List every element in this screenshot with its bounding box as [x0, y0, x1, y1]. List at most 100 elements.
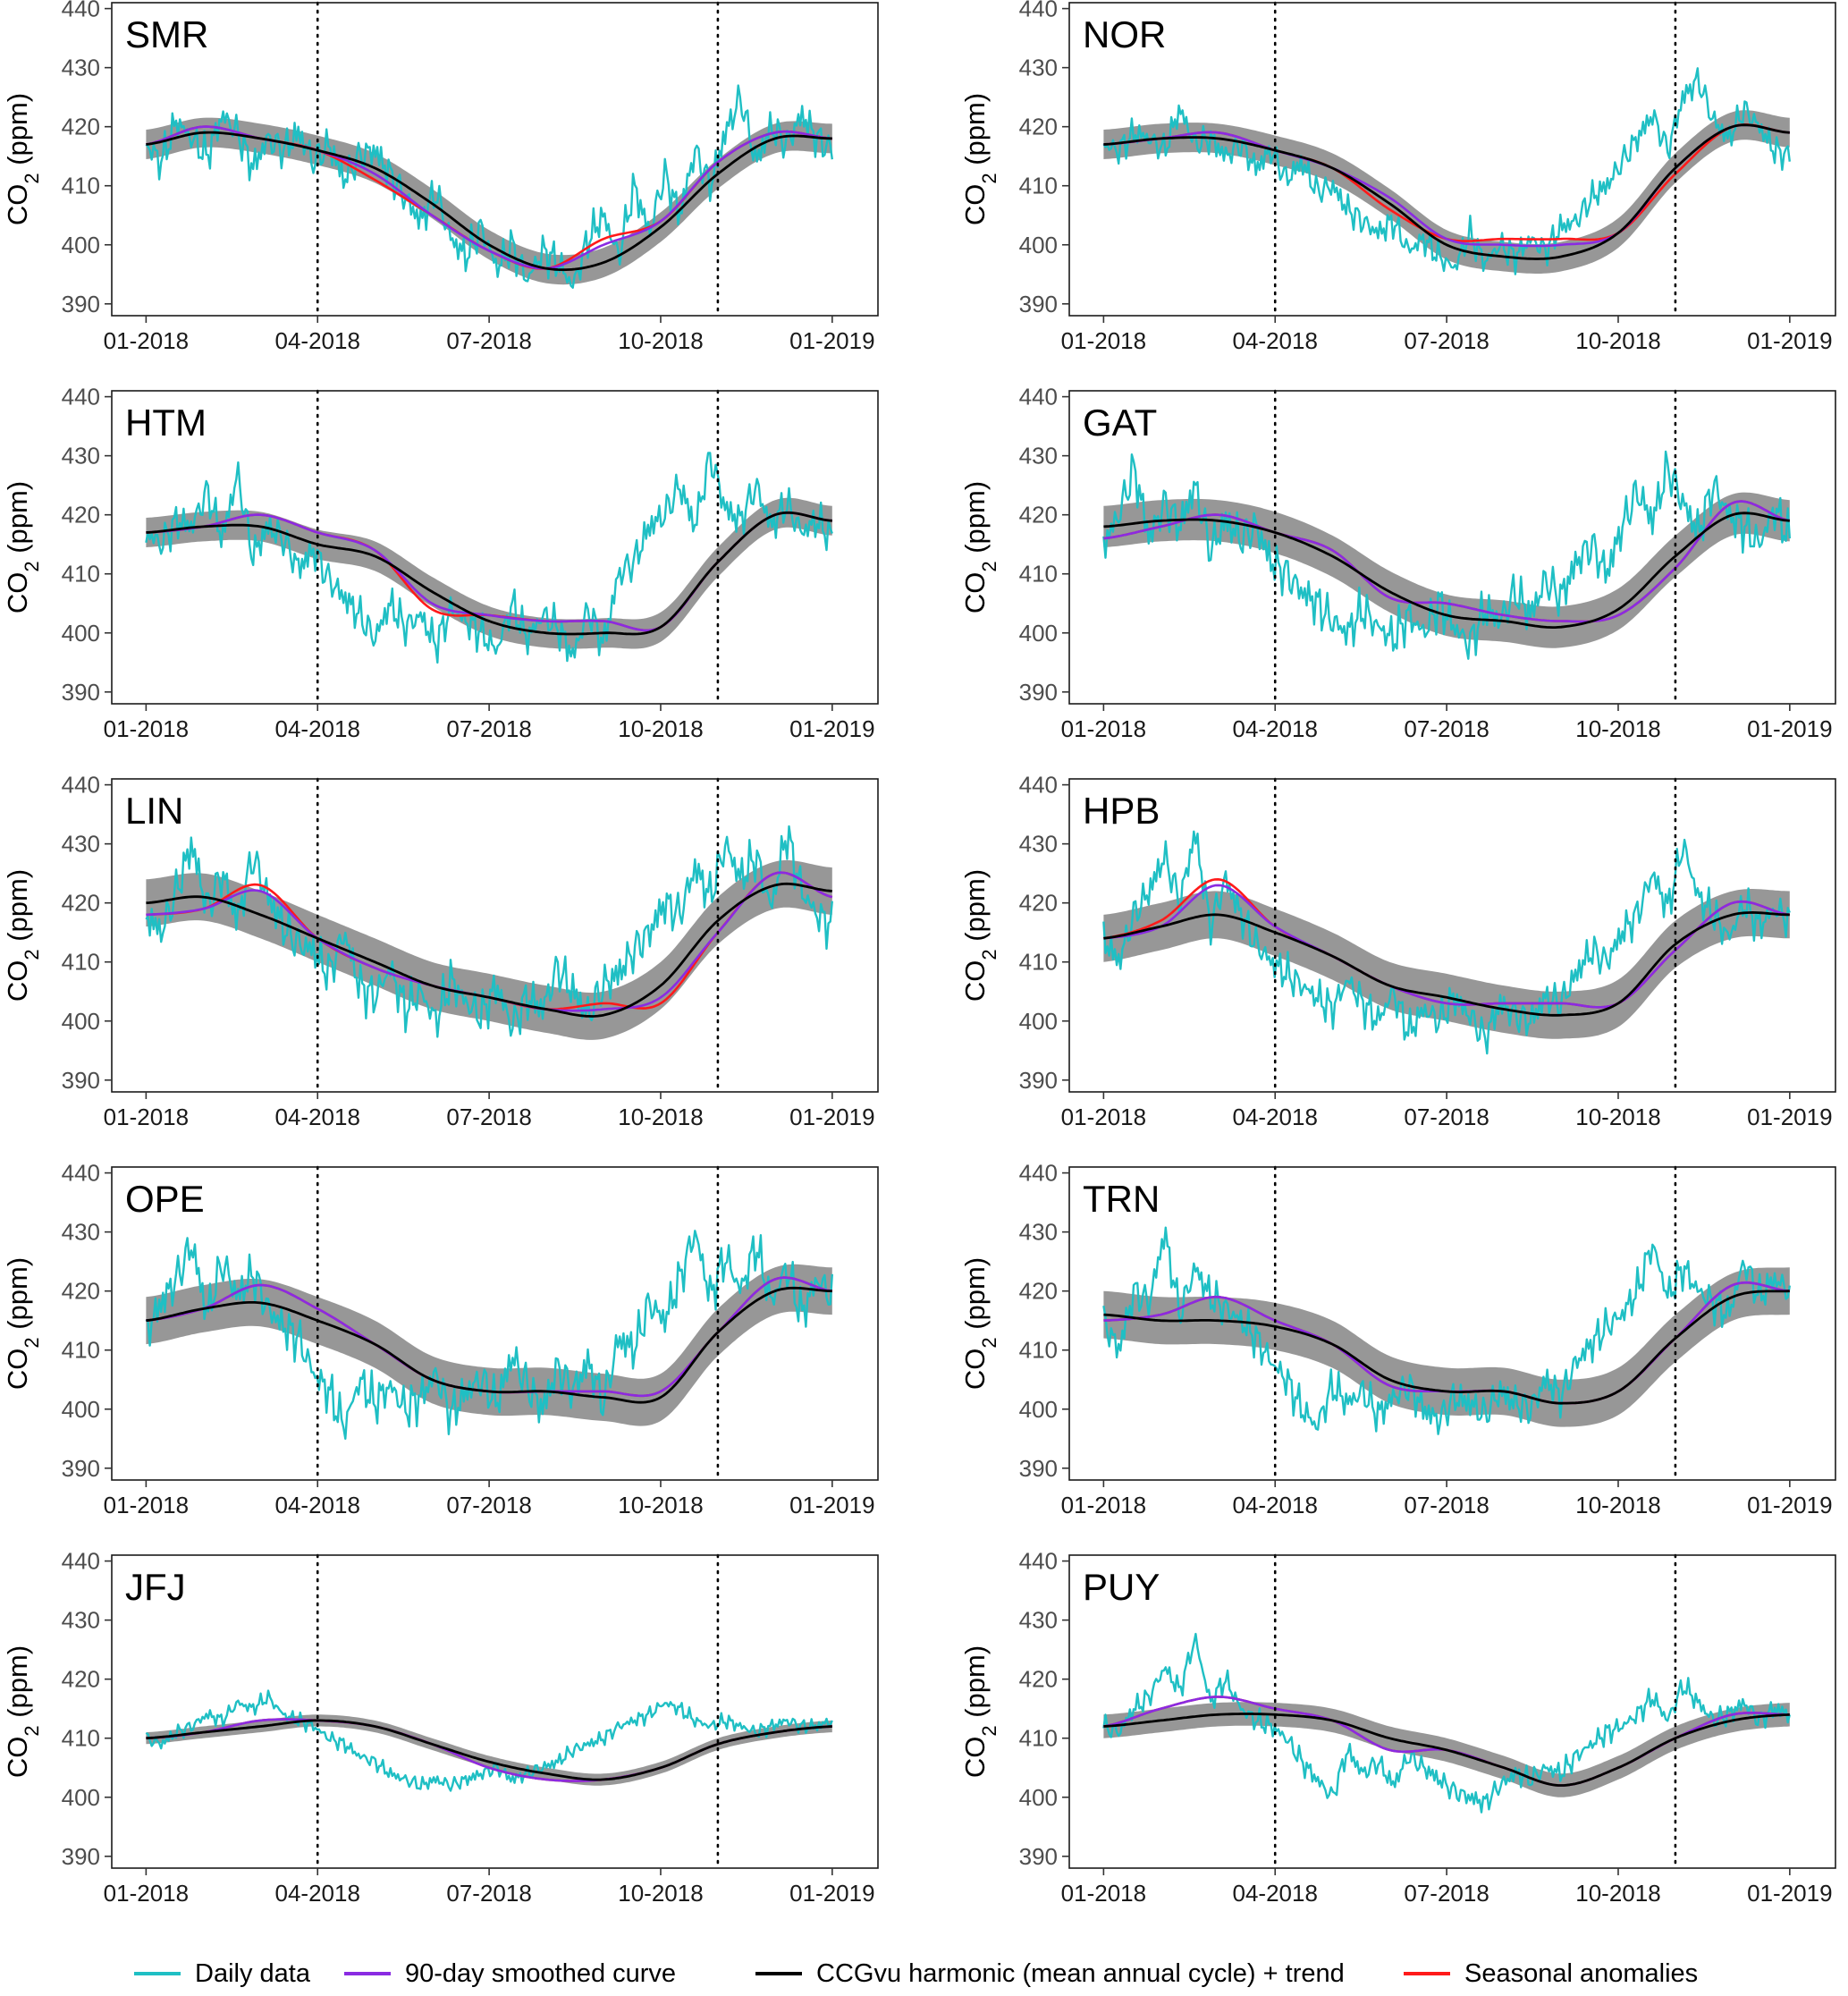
y-tick-label: 420	[1019, 890, 1058, 917]
legend-item-harmonic: CCGvu harmonic (mean annual cycle) + tre…	[755, 1954, 1345, 1993]
harmonic-trend-line	[1103, 1713, 1790, 1787]
station-label: OPE	[125, 1178, 205, 1220]
y-tick-label: 430	[1019, 443, 1058, 469]
y-tick-label: 420	[1019, 1278, 1058, 1305]
x-tick-label: 10-2018	[618, 1104, 703, 1130]
y-tick-label: 400	[62, 1008, 100, 1035]
x-tick-label: 04-2018	[275, 1880, 360, 1907]
uncertainty-band	[146, 1264, 832, 1426]
panel-puy: 390 400 410 420 430 440 01-2018 04-2018 07-2018 1…	[959, 1548, 1836, 1907]
y-axis-label: CO2 (ppm)	[2, 481, 43, 613]
x-tick-label: 01-2019	[789, 1880, 874, 1907]
x-tick-label: 10-2018	[1575, 715, 1660, 742]
harmonic-trend-line	[146, 882, 832, 1018]
y-tick-label: 430	[1019, 1607, 1058, 1634]
y-tick-label: 430	[1019, 55, 1058, 81]
plot-area	[145, 84, 833, 289]
plot-area	[145, 1689, 833, 1792]
y-axis-label: CO2 (ppm)	[2, 1257, 43, 1390]
y-tick-label: 390	[62, 291, 100, 317]
y-tick-label: 390	[1019, 1455, 1058, 1482]
legend-label: Daily data	[195, 1958, 310, 1988]
x-tick-label: 10-2018	[1575, 1880, 1660, 1907]
legend: Daily data 90-day smoothed curve CCGvu har…	[0, 1954, 1848, 1993]
x-tick-label: 01-2018	[1061, 1880, 1146, 1907]
x-tick-label: 07-2018	[1404, 715, 1489, 742]
y-tick-label: 400	[62, 232, 100, 258]
y-tick-label: 440	[62, 1160, 100, 1187]
x-tick-label: 07-2018	[446, 327, 531, 354]
y-tick-label: 410	[62, 949, 100, 976]
x-tick-label: 10-2018	[618, 1492, 703, 1518]
y-tick-label: 420	[1019, 114, 1058, 140]
y-tick-label: 390	[62, 1843, 100, 1870]
x-tick-label: 04-2018	[275, 1104, 360, 1130]
y-tick-label: 410	[1019, 561, 1058, 588]
x-tick-label: 01-2018	[104, 327, 189, 354]
y-tick-label: 390	[1019, 1067, 1058, 1094]
y-tick-label: 390	[62, 1067, 100, 1094]
y-tick-label: 430	[62, 831, 100, 858]
y-tick-label: 440	[62, 0, 100, 22]
x-tick-label: 01-2019	[1747, 1104, 1832, 1130]
y-tick-label: 420	[1019, 502, 1058, 529]
x-tick-label: 01-2018	[104, 1104, 189, 1130]
panel-frame	[1068, 778, 1836, 1093]
legend-label: 90-day smoothed curve	[405, 1958, 677, 1988]
station-label: HPB	[1083, 790, 1160, 832]
legend-label: CCGvu harmonic (mean annual cycle) + tre…	[816, 1958, 1345, 1988]
daily-data-line	[145, 1230, 833, 1441]
y-tick-label: 420	[62, 114, 100, 140]
panel-frame	[1068, 1554, 1836, 1869]
y-tick-label: 410	[62, 173, 100, 199]
station-label: GAT	[1083, 402, 1157, 444]
x-tick-label: 01-2018	[104, 1492, 189, 1518]
station-label: HTM	[125, 402, 207, 444]
panel-lin: 390 400 410 420 430 440 01-2018 04-2018 07-2018 1…	[2, 772, 879, 1130]
x-tick-label: 07-2018	[446, 1492, 531, 1518]
y-tick-label: 440	[62, 772, 100, 799]
y-tick-label: 390	[62, 679, 100, 706]
x-tick-label: 07-2018	[1404, 1492, 1489, 1518]
plot-area	[145, 452, 833, 664]
daily-data-line	[145, 452, 833, 664]
y-tick-label: 390	[1019, 291, 1058, 317]
y-tick-label: 400	[1019, 620, 1058, 647]
y-tick-label: 400	[1019, 1784, 1058, 1811]
x-tick-label: 04-2018	[1233, 327, 1318, 354]
y-axis-label: CO2 (ppm)	[959, 93, 1000, 225]
y-tick-label: 400	[62, 620, 100, 647]
plot-area	[1102, 450, 1791, 660]
plot-area	[1102, 1632, 1791, 1814]
panel-ope: 390 400 410 420 430 440 01-2018 04-2018 07-2018 1…	[2, 1160, 879, 1518]
y-axis-label: CO2 (ppm)	[2, 93, 43, 225]
y-tick-label: 410	[62, 561, 100, 588]
y-tick-label: 430	[62, 1607, 100, 1634]
legend-item-smoothed: 90-day smoothed curve	[344, 1954, 676, 1993]
y-tick-label: 420	[1019, 1666, 1058, 1693]
x-tick-label: 04-2018	[1233, 1880, 1318, 1907]
x-tick-label: 07-2018	[446, 715, 531, 742]
y-tick-label: 420	[62, 1666, 100, 1693]
x-tick-label: 10-2018	[1575, 327, 1660, 354]
panel-gat: 390 400 410 420 430 440 01-2018 04-2018 07-2018 1…	[959, 384, 1836, 742]
plot-area	[1102, 67, 1791, 275]
y-tick-label: 440	[1019, 384, 1058, 410]
station-label: JFJ	[125, 1566, 186, 1608]
y-tick-label: 430	[62, 55, 100, 81]
legend-key-swatch	[134, 1972, 181, 1975]
x-tick-label: 10-2018	[1575, 1492, 1660, 1518]
x-tick-label: 07-2018	[1404, 1880, 1489, 1907]
y-tick-label: 440	[1019, 772, 1058, 799]
x-tick-label: 01-2018	[1061, 1492, 1146, 1518]
panel-frame	[1068, 1166, 1836, 1481]
y-tick-label: 420	[62, 890, 100, 917]
y-tick-label: 420	[62, 502, 100, 529]
x-tick-label: 04-2018	[1233, 1104, 1318, 1130]
x-tick-label: 07-2018	[446, 1880, 531, 1907]
x-tick-label: 07-2018	[1404, 327, 1489, 354]
x-tick-label: 10-2018	[1575, 1104, 1660, 1130]
harmonic-trend-line	[1103, 911, 1790, 1017]
x-tick-label: 01-2018	[1061, 715, 1146, 742]
y-tick-label: 400	[1019, 232, 1058, 258]
